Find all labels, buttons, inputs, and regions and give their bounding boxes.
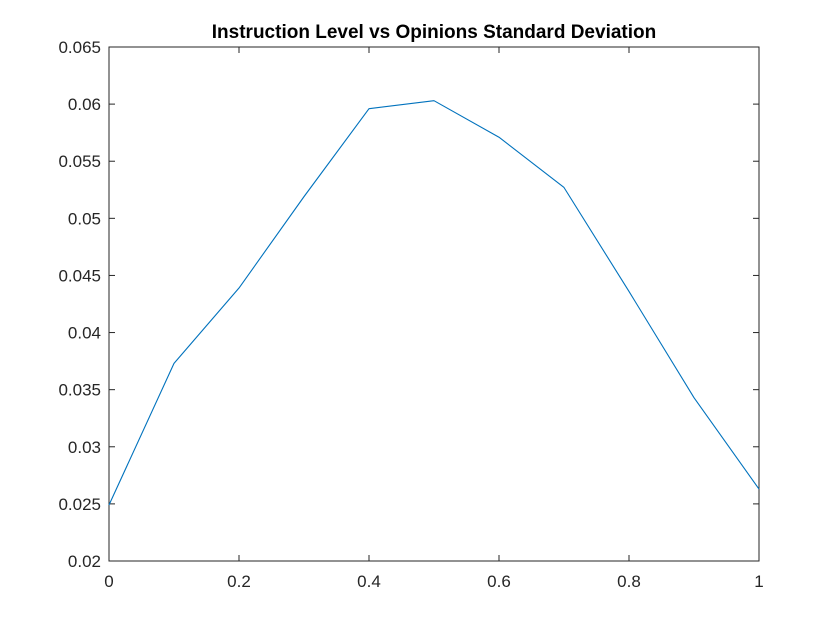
y-tick-label: 0.025 bbox=[58, 495, 101, 514]
x-tick-label: 0.8 bbox=[617, 572, 641, 591]
y-tick-label: 0.055 bbox=[58, 152, 101, 171]
y-tick-label: 0.05 bbox=[68, 209, 101, 228]
x-tick-label: 0.4 bbox=[357, 572, 381, 591]
x-tick-label: 1 bbox=[754, 572, 763, 591]
y-tick-label: 0.03 bbox=[68, 438, 101, 457]
chart-title: Instruction Level vs Opinions Standard D… bbox=[212, 22, 656, 43]
x-tick-label: 0.6 bbox=[487, 572, 511, 591]
series-line bbox=[108, 100, 760, 506]
plot-area: 0 0.2 0.4 0.6 0.8 1 0.02 0.025 0.03 0.035 0.04 0.04… bbox=[58, 38, 763, 591]
y-tick-label: 0.045 bbox=[58, 266, 101, 285]
y-tick-label: 0.04 bbox=[68, 324, 101, 343]
y-tick-label: 0.035 bbox=[58, 381, 101, 400]
y-tick-label: 0.02 bbox=[68, 552, 101, 571]
x-tick-label: 0.2 bbox=[227, 572, 251, 591]
x-tick-label: 0 bbox=[104, 572, 113, 591]
axes-box bbox=[108, 46, 760, 562]
y-tick-label: 0.065 bbox=[58, 38, 101, 57]
y-tick-label: 0.06 bbox=[68, 95, 101, 114]
